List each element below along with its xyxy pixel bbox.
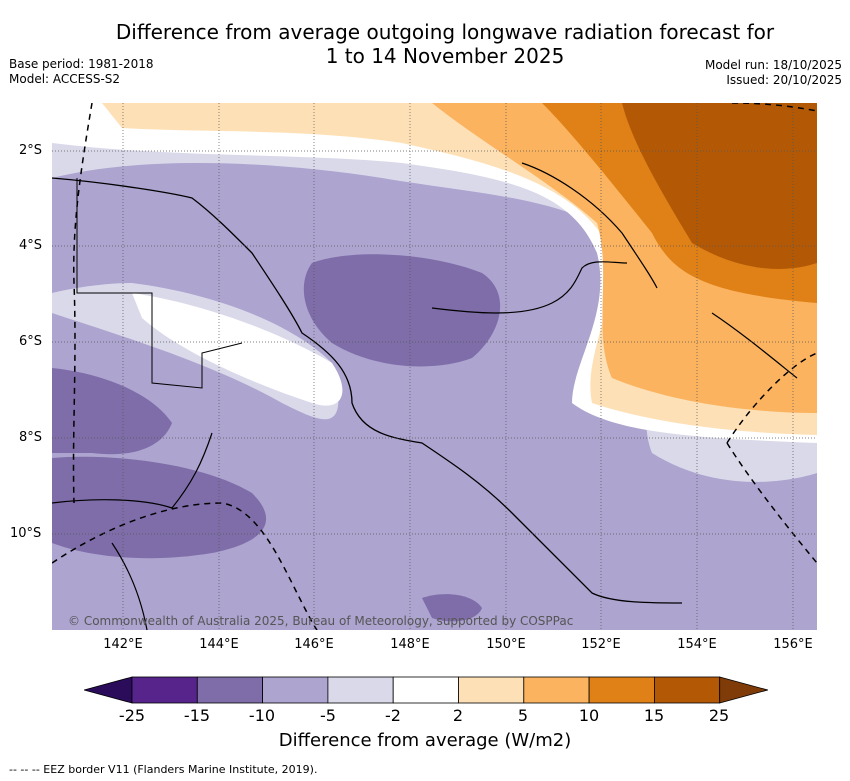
lon-label-144e: 144°E: [199, 637, 239, 652]
map-canvas: [52, 103, 817, 630]
copyright-credit: © Commonwealth of Australia 2025, Bureau…: [68, 614, 574, 628]
colorbar-tick-label: -25: [118, 706, 146, 725]
eez-border-southeast: [726, 442, 817, 564]
colorbar-arrow-high: [719, 676, 768, 704]
lon-label-156e: 156°E: [773, 637, 813, 652]
lon-label-152e: 152°E: [581, 637, 621, 652]
lon-label-154e: 154°E: [677, 637, 717, 652]
eez-footnote: -- -- -- EEZ border V11 (Flanders Marine…: [9, 763, 318, 776]
lat-label-4s: 4°S: [19, 238, 43, 253]
coastline-bougainville: [711, 312, 798, 379]
gridlines: [52, 103, 817, 630]
colorbar-tick-label: 25: [708, 706, 730, 725]
map-title-line1: Difference from average outgoing longwav…: [115, 20, 775, 44]
shade-neutral-central: [132, 293, 343, 406]
colorbar-swatches: [84, 676, 768, 704]
colorbar-tick-label: -15: [183, 706, 211, 725]
meta-right: Model run: 18/10/2025 Issued: 20/10/2025: [705, 58, 842, 88]
lon-label-148e: 148°E: [390, 637, 430, 652]
lat-label-8s: 8°S: [19, 430, 43, 445]
lon-label-142e: 142°E: [103, 637, 143, 652]
province-borders: [76, 178, 243, 389]
eez-border-south: [52, 502, 318, 630]
colorbar-tick-label: 5: [517, 706, 529, 725]
model-run-text: Model run: 18/10/2025: [704, 58, 842, 72]
shade-minus15-minus10-south: [52, 456, 267, 559]
lat-label-6s: 6°S: [19, 334, 43, 349]
colorbar-title: Difference from average (W/m2): [278, 730, 572, 751]
colorbar-swatch: [458, 676, 525, 704]
colorbar-swatch: [523, 676, 590, 704]
lon-label-150e: 150°E: [486, 637, 526, 652]
eez-border-northeast: [731, 103, 817, 112]
colorbar-tick-label: -5: [320, 706, 336, 725]
colorbar-swatch: [392, 676, 459, 704]
meta-left: Base period: 1981-2018 Model: ACCESS-S2: [9, 57, 154, 87]
colorbar-swatch: [327, 676, 394, 704]
colorbar-swatch: [262, 676, 329, 704]
eez-border-east: [726, 352, 817, 444]
colorbar-arrow-low: [84, 676, 133, 704]
lon-label-146e: 146°E: [294, 637, 334, 652]
colorbar-tick-label: -10: [248, 706, 276, 725]
eez-border-west: [72, 103, 93, 504]
colorbar: [84, 676, 768, 704]
olr-anomaly-map: [52, 103, 817, 630]
colorbar-tick-label: -2: [385, 706, 401, 725]
shade-minus15-minus10-west: [52, 368, 172, 455]
colorbar-tick-label: 2: [452, 706, 464, 725]
coastline-main: [52, 177, 683, 604]
colorbar-tick-label: 15: [643, 706, 665, 725]
shade-minus15-minus10-small: [422, 594, 482, 622]
shade-15-25: [622, 103, 817, 269]
map-title-line2: 1 to 14 November 2025: [325, 44, 565, 68]
shade-minus15-minus10-north: [303, 254, 501, 367]
lat-label-10s: 10°S: [10, 526, 42, 541]
coastline-new-ireland: [521, 162, 658, 289]
colorbar-swatch: [131, 676, 198, 704]
coastline-cape-york: [111, 542, 148, 630]
coastline-southwest: [52, 432, 213, 509]
colorbar-swatch: [588, 676, 655, 704]
lat-label-2s: 2°S: [19, 143, 43, 158]
base-period-text: Base period: 1981-2018: [9, 57, 154, 71]
colorbar-swatch: [654, 676, 721, 704]
model-text: Model: ACCESS-S2: [9, 72, 121, 86]
colorbar-tick-label: 10: [578, 706, 600, 725]
coastline-new-britain: [431, 261, 628, 314]
colorbar-swatch: [196, 676, 264, 704]
issued-text: Issued: 20/10/2025: [726, 73, 842, 87]
